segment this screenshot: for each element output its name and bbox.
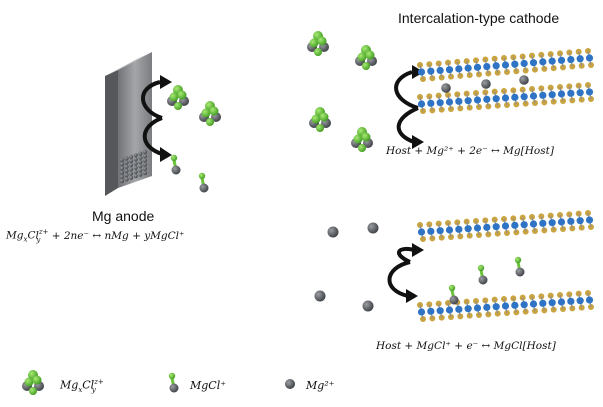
mg-ion-icon	[327, 226, 339, 238]
host-layer-icon	[417, 290, 594, 322]
cathode-title: Intercalation-type cathode	[398, 10, 560, 26]
deposited-mg-atoms	[119, 149, 148, 184]
curved-arrow-icon	[412, 243, 424, 257]
curved-arrow-icon	[412, 135, 424, 149]
mg-ion-icon	[367, 222, 379, 234]
legend-mg2-label: Mg²⁺	[306, 379, 335, 392]
curved-arrow-icon	[406, 289, 418, 303]
mg-ion-icon	[314, 290, 326, 302]
ion-species	[22, 31, 529, 395]
mgxcly-complex-icon	[355, 45, 377, 70]
curved-arrow-icon	[394, 70, 419, 110]
mg-ion-icon	[285, 379, 295, 389]
mgxcly-complex-icon	[307, 31, 329, 56]
mg-ion-icon	[481, 79, 491, 89]
mgcl-ion-icon	[448, 284, 459, 305]
anode-label: Mg anode	[92, 208, 155, 224]
mgxcly-complex-icon	[199, 101, 221, 126]
mg-anode-plate	[105, 52, 152, 196]
host-layers	[417, 48, 594, 322]
host-layer-icon	[417, 48, 594, 82]
curved-arrow-icon	[387, 260, 411, 298]
cathode-equation-mg: Host + Mg²⁺ + 2e⁻ ↔ Mg[Host]	[386, 145, 554, 157]
mgxcly-complex-icon	[22, 370, 44, 395]
mgcl-ion-icon	[198, 172, 209, 193]
curved-arrow-icon	[142, 116, 163, 156]
curved-arrow-icon	[397, 247, 415, 264]
mgxcly-complex-icon	[309, 107, 331, 132]
cathode-equation-mgcl: Host + MgCl⁺ + e⁻ ↔ MgCl[Host]	[376, 340, 556, 352]
mg-ion-icon	[519, 75, 529, 85]
curved-arrow-icon	[141, 80, 163, 120]
legend-complex-label: MgxClz+y	[60, 378, 104, 394]
legend-mgcl-label: MgCl⁺	[190, 379, 227, 392]
curved-arrow-icon	[160, 147, 172, 162]
mgxcly-complex-icon	[167, 85, 189, 110]
curved-arrow-icon	[396, 106, 419, 144]
host-layer-icon	[417, 210, 594, 242]
mgcl-ion-icon	[170, 154, 181, 175]
mgxcly-complex-icon	[351, 127, 373, 152]
curved-arrow-icon	[160, 75, 172, 89]
host-layer-icon	[417, 82, 594, 114]
mgcl-ion-icon	[168, 372, 179, 393]
mgcl-ion-icon	[477, 264, 488, 285]
mgcl-ion-icon	[514, 256, 525, 277]
mg-ion-icon	[362, 300, 374, 312]
anode-equation: MgxClz+y + 2ne⁻ ↔ nMg + yMgCl⁺	[6, 228, 185, 244]
mg-ion-icon	[441, 83, 451, 93]
